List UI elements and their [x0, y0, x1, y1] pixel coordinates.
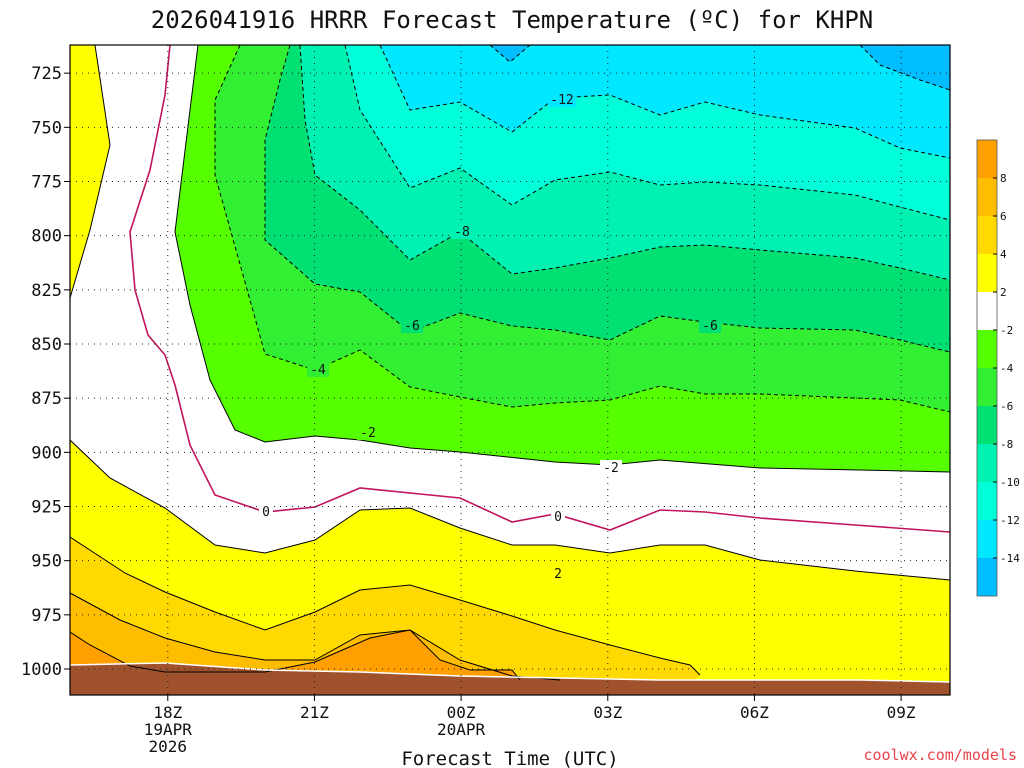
- freezing-line: [129, 45, 950, 533]
- y-tick-label: 925: [31, 498, 62, 518]
- y-tick-label: 750: [31, 118, 62, 138]
- contour-label: -6: [702, 319, 718, 334]
- plot-frame: [69, 44, 951, 696]
- contour-lines-dashed: [214, 45, 950, 413]
- x-tick-label: 00Z: [447, 703, 476, 722]
- contour-label: -6: [404, 319, 420, 334]
- colorbar-swatch: [977, 330, 997, 368]
- y-tick-label: 975: [31, 606, 62, 626]
- colorbar-label: -4: [1000, 362, 1014, 375]
- y-tick-label: 1000: [21, 660, 62, 680]
- isotherm-6: [70, 592, 561, 681]
- colorbar-swatch: [977, 368, 997, 406]
- watermark: coolwx.com/models: [863, 746, 1017, 764]
- y-tick-label: 875: [31, 389, 62, 409]
- colorbar-swatch: [977, 444, 997, 482]
- colorbar-swatch: [977, 178, 997, 216]
- colorbar-label: -6: [1000, 400, 1013, 413]
- colorbar-swatch: [977, 292, 997, 330]
- isotherm-8: [70, 629, 521, 681]
- contour-label: -2: [603, 461, 619, 476]
- y-tick-label: 725: [31, 64, 62, 84]
- isotherm-2-top: [70, 45, 111, 299]
- y-tick-label: 825: [31, 281, 62, 301]
- colorbar-swatch: [977, 520, 997, 558]
- colorbar-label: -2: [1000, 324, 1013, 337]
- colorbar-swatch: [977, 254, 997, 292]
- contour-label: -2: [360, 426, 376, 441]
- y-tick-label: 850: [31, 335, 62, 355]
- contour-label: 0: [554, 510, 562, 525]
- grid-lines: [70, 45, 950, 695]
- plot-area: [70, 45, 950, 695]
- contour-label: -12: [550, 93, 573, 108]
- colorbar: 8 6 4 2 -2 -4 -6 -8 -10 -12 -14: [976, 139, 1020, 597]
- contour-label: -4: [310, 363, 326, 378]
- isotherm-minus6: [264, 45, 950, 353]
- colorbar-swatch: [977, 216, 997, 254]
- colorbar-label: -8: [1000, 438, 1013, 451]
- x-tick-label: 09Z: [887, 703, 916, 722]
- x-tick-label: 20APR: [437, 720, 486, 739]
- y-tick-label: 900: [31, 443, 62, 463]
- colorbar-swatch: [977, 140, 997, 178]
- ground-edge: [70, 662, 950, 683]
- contour-label: 2: [554, 567, 562, 582]
- isotherm-4: [70, 536, 701, 676]
- colorbar-label: 6: [1000, 210, 1007, 223]
- colorbar-swatch: [977, 406, 997, 444]
- isotherm-minus8: [299, 45, 950, 281]
- region-2-4-top: [70, 45, 110, 298]
- y-tick-label: 775: [31, 173, 62, 193]
- region-minus16-minus14: [490, 45, 950, 90]
- contour-labels: -12 -8 -6 -6 -4 -2 -2 0 0 2: [259, 92, 721, 582]
- y-tick-label: 800: [31, 227, 62, 247]
- x-tick-label: 06Z: [740, 703, 769, 722]
- colorbar-label: -14: [1000, 552, 1020, 565]
- colorbar-label: -10: [1000, 476, 1020, 489]
- isotherm-minus4: [214, 45, 950, 413]
- y-axis: 725 750 775 800 825 850 875 900 925 950 975 1000: [21, 64, 70, 680]
- isotherm-2-lower: [70, 439, 950, 581]
- chart-title: 2026041916 HRRR Forecast Temperature (ºC…: [151, 6, 873, 34]
- isotherm-minus12: [379, 45, 950, 159]
- region-minus14-minus12: [380, 45, 950, 158]
- contour-label: -8: [454, 225, 470, 240]
- x-tick-label: 19APR: [144, 720, 193, 739]
- x-tick-label: 2026: [149, 737, 188, 756]
- colorbar-label: 4: [1000, 248, 1007, 261]
- isotherm-minus2: [174, 45, 950, 473]
- x-tick-label: 21Z: [300, 703, 329, 722]
- isotherm-minus14: [489, 45, 950, 91]
- x-tick-label: 03Z: [593, 703, 622, 722]
- colorbar-swatch: [977, 558, 997, 596]
- colorbar-label: -12: [1000, 514, 1020, 527]
- x-tick-label: 18Z: [153, 703, 182, 722]
- y-tick-label: 950: [31, 552, 62, 572]
- x-axis-label: Forecast Time (UTC): [401, 748, 618, 768]
- colorbar-label: 8: [1000, 172, 1007, 185]
- contour-lines: [70, 45, 950, 681]
- colorbar-swatch: [977, 482, 997, 520]
- contour-label: 0: [262, 505, 270, 520]
- colorbar-label: 2: [1000, 286, 1007, 299]
